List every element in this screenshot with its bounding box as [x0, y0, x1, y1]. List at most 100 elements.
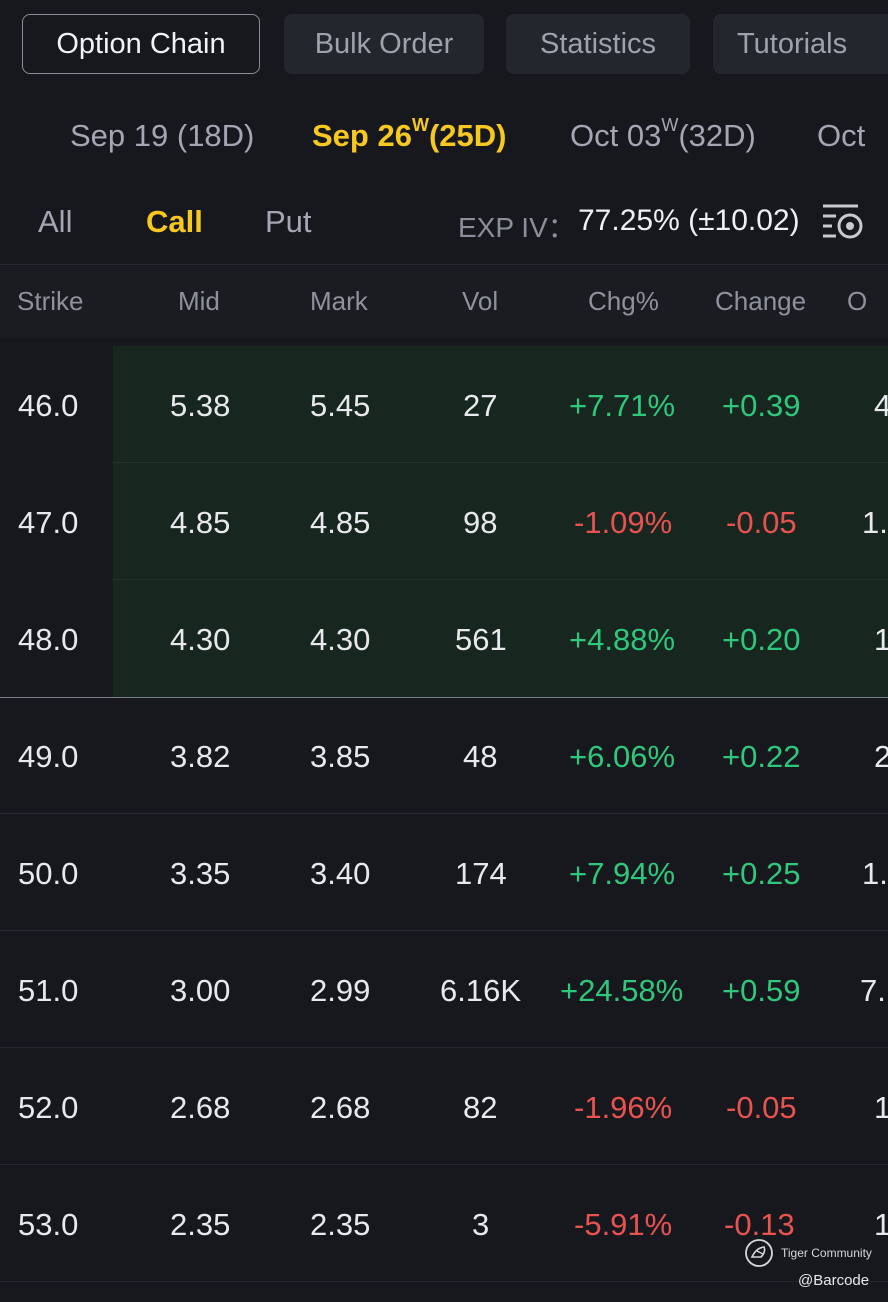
- col-open-interest[interactable]: O: [847, 286, 868, 316]
- exp-iv-label: EXP IV：: [458, 212, 576, 243]
- mid-cell: 2.68: [170, 1090, 231, 1125]
- mid-cell: 3.00: [170, 973, 231, 1008]
- oi-cell: 7.: [860, 973, 886, 1008]
- vol-cell: 174: [455, 856, 507, 891]
- vol-cell: 561: [455, 622, 507, 657]
- oi-cell: 1.: [862, 505, 888, 540]
- oi-cell: 1.: [862, 856, 888, 891]
- top-tab-bar: Option Chain Bulk Order Statistics Tutor…: [0, 0, 888, 90]
- vol-cell: 6.16K: [440, 973, 522, 1008]
- chg-pct-cell: -1.09%: [574, 505, 673, 540]
- col-change[interactable]: Change: [715, 286, 807, 316]
- mark-cell: 5.45: [310, 388, 371, 423]
- mid-cell: 2.35: [170, 1207, 231, 1242]
- filter-divider: [0, 264, 888, 265]
- change-cell: +0.20: [722, 622, 801, 657]
- table-row[interactable]: 53.0 2.35 2.35 3 -5.91% -0.13 1: [0, 1165, 888, 1282]
- expiry-oct-next[interactable]: Oct: [817, 118, 866, 153]
- mid-cell: 4.85: [170, 505, 231, 540]
- expiry-sep-26[interactable]: Sep 26W(25D): [312, 114, 507, 153]
- mark-cell: 3.40: [310, 856, 371, 891]
- col-strike[interactable]: Strike: [17, 286, 84, 316]
- tab-statistics[interactable]: Statistics: [506, 14, 690, 74]
- chg-pct-cell: +6.06%: [569, 739, 676, 774]
- table-row[interactable]: 46.0 5.38 5.45 27 +7.71% +0.39 4: [0, 346, 888, 463]
- row-divider: [113, 462, 888, 463]
- row-divider: [113, 579, 888, 580]
- change-cell: -0.05: [726, 1090, 797, 1125]
- oi-cell: 1: [874, 1207, 888, 1242]
- col-mark[interactable]: Mark: [310, 286, 368, 316]
- chg-pct-cell: +7.94%: [569, 856, 676, 891]
- mark-cell: 3.85: [310, 739, 371, 774]
- change-cell: -0.05: [726, 505, 797, 540]
- vol-cell: 98: [463, 505, 498, 540]
- strike-cell: 47.0: [18, 505, 79, 540]
- mid-cell: 5.38: [170, 388, 231, 423]
- oi-cell: 2: [874, 739, 888, 774]
- itm-highlight: [113, 580, 888, 697]
- mid-cell: 4.30: [170, 622, 231, 657]
- watermark-handle: @Barcode: [798, 1272, 870, 1289]
- mark-cell: 2.99: [310, 973, 371, 1008]
- exp-iv-value: 77.25% (±10.02): [578, 204, 800, 237]
- row-divider: [0, 1281, 888, 1282]
- expiry-oct-03[interactable]: Oct 03W(32D): [570, 114, 756, 153]
- mark-cell: 4.85: [310, 505, 371, 540]
- tab-bulk-order[interactable]: Bulk Order: [284, 14, 484, 74]
- change-cell: +0.25: [722, 856, 801, 891]
- at-the-money-divider: [0, 697, 888, 698]
- vol-cell: 3: [472, 1207, 490, 1242]
- option-settings-icon[interactable]: [820, 200, 864, 244]
- row-divider: [0, 930, 888, 931]
- vol-cell: 82: [463, 1090, 498, 1125]
- tab-option-chain[interactable]: Option Chain: [22, 14, 260, 74]
- chg-pct-cell: -5.91%: [574, 1207, 673, 1242]
- col-vol[interactable]: Vol: [462, 286, 499, 316]
- mark-cell: 4.30: [310, 622, 371, 657]
- option-type-filter: All Call Put EXP IV： 77.25% (±10.02): [0, 190, 888, 260]
- oi-cell: 1: [874, 1090, 888, 1125]
- strike-cell: 48.0: [18, 622, 79, 657]
- mark-cell: 2.35: [310, 1207, 371, 1242]
- change-cell: +0.59: [722, 973, 801, 1008]
- col-chg-pct[interactable]: Chg%: [588, 286, 659, 316]
- filter-call[interactable]: Call: [146, 204, 203, 239]
- table-row[interactable]: 48.0 4.30 4.30 561 +4.88% +0.20 1: [0, 580, 888, 697]
- itm-highlight: [113, 463, 888, 580]
- watermark-brand: Tiger Community: [781, 1246, 872, 1260]
- strike-cell: 49.0: [18, 739, 79, 774]
- filter-all[interactable]: All: [38, 204, 73, 239]
- chg-pct-cell: +24.58%: [560, 973, 684, 1008]
- chg-pct-cell: +4.88%: [569, 622, 676, 657]
- vol-cell: 48: [463, 739, 498, 774]
- table-row[interactable]: 49.0 3.82 3.85 48 +6.06% +0.22 2: [0, 697, 888, 814]
- tab-tutorials[interactable]: Tutorials: [713, 14, 888, 74]
- tiger-community-logo-icon: [745, 1239, 773, 1267]
- strike-cell: 46.0: [18, 388, 79, 423]
- expiry-sep-19[interactable]: Sep 19 (18D): [70, 118, 255, 153]
- row-divider: [0, 1164, 888, 1165]
- filter-put[interactable]: Put: [265, 204, 312, 239]
- strike-cell: 52.0: [18, 1090, 79, 1125]
- strike-cell: 53.0: [18, 1207, 79, 1242]
- change-cell: -0.13: [724, 1207, 795, 1242]
- column-header-row: Strike Mid Mark Vol Chg% Change O: [0, 266, 888, 574]
- row-divider: [0, 1047, 888, 1048]
- chg-pct-cell: +7.71%: [569, 388, 676, 423]
- mid-cell: 3.35: [170, 856, 231, 891]
- oi-cell: 4: [874, 388, 888, 423]
- strike-cell: 50.0: [18, 856, 79, 891]
- table-row[interactable]: 47.0 4.85 4.85 98 -1.09% -0.05 1.: [0, 463, 888, 580]
- table-row[interactable]: 51.0 3.00 2.99 6.16K +24.58% +0.59 7.: [0, 931, 888, 1048]
- change-cell: +0.22: [722, 739, 801, 774]
- change-cell: +0.39: [722, 388, 801, 423]
- chg-pct-cell: -1.96%: [574, 1090, 673, 1125]
- table-row[interactable]: 52.0 2.68 2.68 82 -1.96% -0.05 1: [0, 1048, 888, 1165]
- itm-highlight: [113, 346, 888, 463]
- col-mid[interactable]: Mid: [178, 286, 220, 316]
- row-divider: [0, 813, 888, 814]
- vol-cell: 27: [463, 388, 498, 423]
- table-row[interactable]: 50.0 3.35 3.40 174 +7.94% +0.25 1.: [0, 814, 888, 931]
- strike-cell: 51.0: [18, 973, 79, 1008]
